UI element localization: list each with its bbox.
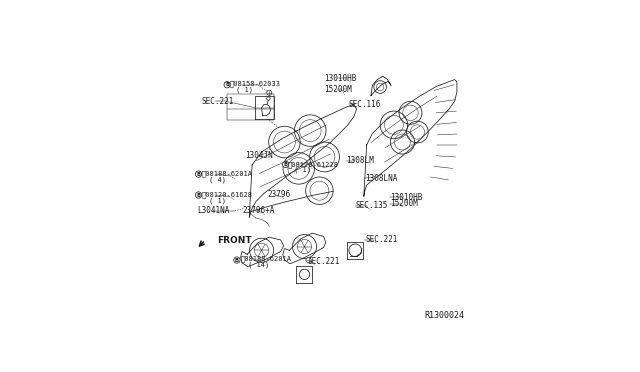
Text: SEC.116: SEC.116 [349,100,381,109]
Text: B: B [225,82,229,87]
Text: ( 4): ( 4) [209,177,226,183]
Text: SEC.221: SEC.221 [202,97,234,106]
Text: 15200M: 15200M [324,86,352,94]
Text: SEC.135: SEC.135 [355,201,388,210]
Text: L3041NA: L3041NA [198,206,230,215]
Text: 1308LNA: 1308LNA [365,174,397,183]
Text: Ⓐ08188-6201A: Ⓐ08188-6201A [202,171,252,177]
Text: ( 1): ( 1) [236,87,253,93]
Text: 1308LM: 1308LM [346,156,374,165]
Circle shape [224,81,230,88]
Text: B: B [196,171,200,177]
Text: SEC.221: SEC.221 [365,235,397,244]
Circle shape [195,192,202,198]
Text: 15200M: 15200M [390,199,418,208]
Bar [227,94,275,120]
Text: ( 1): ( 1) [294,167,310,173]
Circle shape [267,97,270,100]
Text: 1304JN: 1304JN [245,151,273,160]
Text: 13010HB: 13010HB [324,74,357,83]
Circle shape [234,257,240,263]
Text: B: B [235,257,239,263]
Text: B: B [196,193,200,198]
Text: 23796: 23796 [268,190,291,199]
Text: Ⓐ08158-62033: Ⓐ08158-62033 [229,81,280,87]
Text: Ⓐ08120-61628: Ⓐ08120-61628 [202,192,252,198]
Circle shape [306,257,311,263]
Circle shape [282,161,289,167]
Text: R1300024: R1300024 [425,311,465,320]
Text: Ⓐ08120-61228: Ⓐ08120-61228 [288,161,339,168]
Circle shape [195,171,202,177]
Text: SEC.221: SEC.221 [307,257,340,266]
Text: FRONT: FRONT [217,236,252,246]
Text: B: B [284,162,287,167]
Text: Ⓐ08188-6201A: Ⓐ08188-6201A [241,256,292,262]
Text: 23796+A: 23796+A [242,206,275,215]
Text: ( 14): ( 14) [248,262,269,268]
Text: ( 1): ( 1) [209,198,226,204]
Circle shape [267,90,272,95]
Text: 13010HB: 13010HB [390,193,423,202]
